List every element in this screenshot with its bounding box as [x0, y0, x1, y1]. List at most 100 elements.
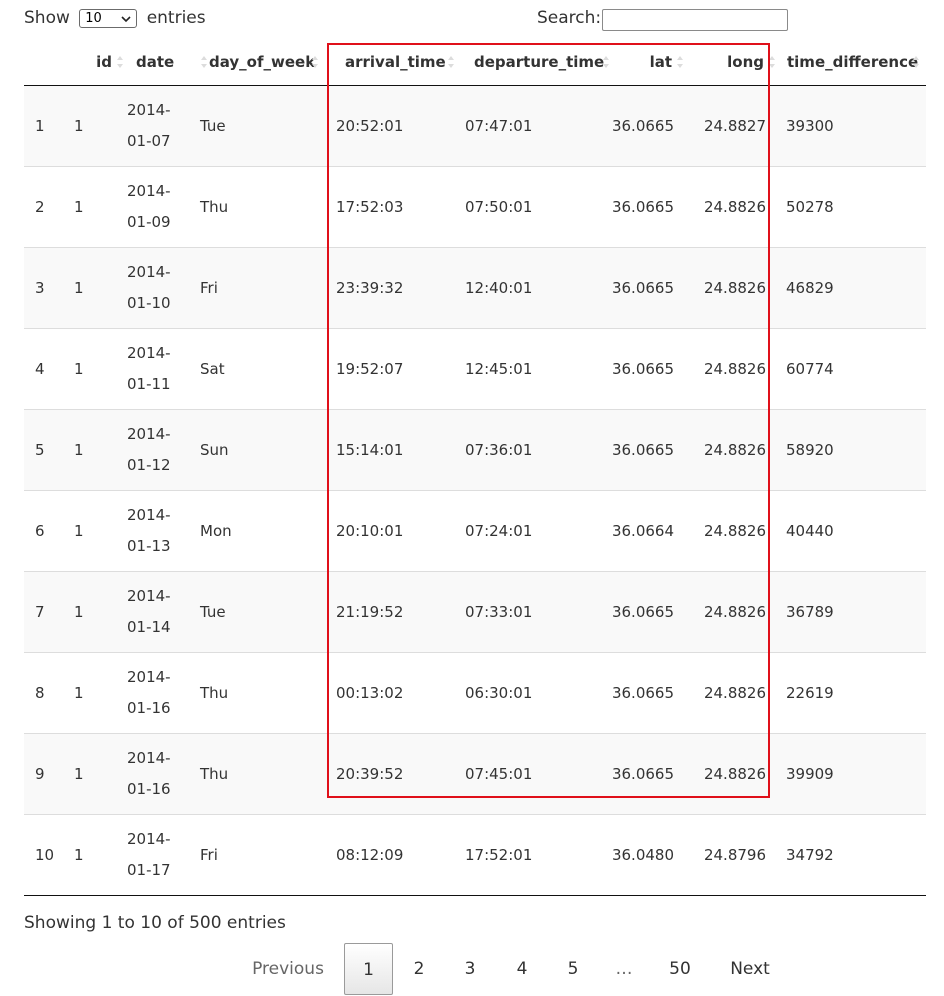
table-row[interactable]: 3 1 2014- 01-10 Fri 23:39:32 12:40:01 36.0665 24… — [24, 247, 926, 329]
column-label-lat: lat — [649, 52, 672, 71]
cell-time-difference: 46829 — [778, 247, 926, 329]
cell-time-difference: 58920 — [778, 409, 926, 491]
cell-time-difference: 50278 — [778, 166, 926, 248]
page-button-3[interactable]: 3 — [464, 959, 476, 979]
cell-lat: 36.0665 — [605, 247, 686, 329]
show-label: Show — [24, 8, 70, 28]
date-year: 2014- — [127, 506, 171, 524]
page-length-value: 10 — [85, 10, 102, 26]
column-label-id: id — [96, 52, 112, 71]
header-row: id date day_of_week arrival_time departu… — [24, 38, 926, 86]
cell-departure-time: 07:47:01 — [457, 85, 605, 167]
date-month-day: 01-12 — [127, 456, 171, 474]
page-button-2[interactable]: 2 — [413, 959, 425, 979]
cell-arrival-time: 20:52:01 — [328, 85, 457, 167]
page-button-1[interactable]: 1 — [344, 943, 393, 995]
cell-time-difference: 39909 — [778, 733, 926, 815]
table-row[interactable]: 9 1 2014- 01-16 Thu 20:39:52 07:45:01 36.0665 24… — [24, 733, 926, 815]
cell-id: 1 — [74, 409, 126, 491]
cell-lat: 36.0665 — [605, 733, 686, 815]
cell-id: 1 — [74, 247, 126, 329]
column-header-day-of-week[interactable]: day_of_week — [200, 38, 328, 86]
cell-date: 2014- 01-09 — [126, 166, 200, 248]
cell-date: 2014- 01-12 — [126, 409, 200, 491]
table-row[interactable]: 10 1 2014- 01-17 Fri 08:12:09 17:52:01 36.0480 2… — [24, 814, 926, 896]
column-header-departure-time[interactable]: departure_time — [457, 38, 609, 86]
column-label-time-difference: time_difference — [787, 52, 919, 71]
table-row[interactable]: 1 1 2014- 01-07 Tue 20:52:01 07:47:01 36.0665 24… — [24, 85, 926, 167]
date-month-day: 01-13 — [127, 537, 171, 555]
cell-lat: 36.0665 — [605, 166, 686, 248]
date-month-day: 01-11 — [127, 375, 171, 393]
cell-index: 7 — [24, 571, 74, 653]
cell-lat: 36.0480 — [605, 814, 686, 896]
cell-time-difference: 40440 — [778, 490, 926, 572]
column-header-date[interactable]: date — [126, 38, 207, 86]
cell-time-difference: 34792 — [778, 814, 926, 896]
date-month-day: 01-17 — [127, 861, 171, 879]
table-row[interactable]: 4 1 2014- 01-11 Sat 19:52:07 12:45:01 36.0665 24… — [24, 328, 926, 410]
table-row[interactable]: 7 1 2014- 01-14 Tue 21:19:52 07:33:01 36.0665 24… — [24, 571, 926, 653]
page-length-select[interactable]: 10 — [79, 8, 138, 28]
data-table: id date day_of_week arrival_time departu… — [24, 38, 926, 896]
cell-index: 9 — [24, 733, 74, 815]
date-year: 2014- — [127, 830, 171, 848]
cell-departure-time: 06:30:01 — [457, 652, 605, 734]
cell-index: 4 — [24, 328, 74, 410]
page-button-50[interactable]: 50 — [669, 959, 691, 979]
cell-id: 1 — [74, 571, 126, 653]
cell-departure-time: 07:36:01 — [457, 409, 605, 491]
sort-icon — [677, 56, 683, 68]
search-label: Search: — [537, 8, 602, 28]
cell-day-of-week: Fri — [200, 247, 328, 329]
page-length-control: Show 10 entries — [24, 8, 206, 28]
sort-icon — [117, 56, 123, 68]
cell-lat: 36.0665 — [605, 328, 686, 410]
next-page-button[interactable]: Next — [730, 959, 770, 979]
table-row[interactable]: 8 1 2014- 01-16 Thu 00:13:02 06:30:01 36.0665 24… — [24, 652, 926, 734]
column-header-arrival-time[interactable]: arrival_time — [328, 38, 457, 86]
cell-arrival-time: 20:39:52 — [328, 733, 457, 815]
cell-time-difference: 36789 — [778, 571, 926, 653]
cell-date: 2014- 01-16 — [126, 652, 200, 734]
column-header-long[interactable]: long — [686, 38, 778, 86]
table-row[interactable]: 5 1 2014- 01-12 Sun 15:14:01 07:36:01 36.0665 24… — [24, 409, 926, 491]
page-button-5[interactable]: 5 — [567, 959, 579, 979]
cell-id: 1 — [74, 814, 126, 896]
cell-arrival-time: 23:39:32 — [328, 247, 457, 329]
cell-date: 2014- 01-13 — [126, 490, 200, 572]
cell-long: 24.8826 — [686, 166, 778, 248]
cell-departure-time: 07:33:01 — [457, 571, 605, 653]
previous-page-button[interactable]: Previous — [252, 959, 324, 979]
page-button-4[interactable]: 4 — [516, 959, 528, 979]
date-year: 2014- — [127, 749, 171, 767]
date-month-day: 01-10 — [127, 294, 171, 312]
sort-icon — [769, 56, 775, 68]
date-month-day: 01-09 — [127, 213, 171, 231]
column-header-time-difference[interactable]: time_difference — [778, 38, 926, 86]
table-row[interactable]: 2 1 2014- 01-09 Thu 17:52:03 07:50:01 36.0665 24… — [24, 166, 926, 248]
cell-id: 1 — [74, 166, 126, 248]
column-header-id[interactable]: id — [74, 38, 126, 86]
date-month-day: 01-07 — [127, 132, 171, 150]
column-header-index[interactable] — [24, 38, 74, 86]
cell-arrival-time: 20:10:01 — [328, 490, 457, 572]
column-label-long: long — [727, 52, 764, 71]
cell-date: 2014- 01-07 — [126, 85, 200, 167]
cell-long: 24.8827 — [686, 85, 778, 167]
cell-lat: 36.0665 — [605, 85, 686, 167]
cell-date: 2014- 01-14 — [126, 571, 200, 653]
cell-id: 1 — [74, 733, 126, 815]
table-row[interactable]: 6 1 2014- 01-13 Mon 20:10:01 07:24:01 36.0664 24… — [24, 490, 926, 572]
entries-label: entries — [146, 8, 206, 28]
cell-arrival-time: 08:12:09 — [328, 814, 457, 896]
sort-icon — [913, 56, 919, 68]
cell-day-of-week: Sun — [200, 409, 328, 491]
table-body: 1 1 2014- 01-07 Tue 20:52:01 07:47:01 36.0665 24… — [24, 85, 926, 896]
cell-index: 5 — [24, 409, 74, 491]
cell-day-of-week: Thu — [200, 652, 328, 734]
cell-departure-time: 07:45:01 — [457, 733, 605, 815]
search-input[interactable] — [602, 9, 788, 31]
cell-arrival-time: 17:52:03 — [328, 166, 457, 248]
column-header-lat[interactable]: lat — [605, 38, 686, 86]
